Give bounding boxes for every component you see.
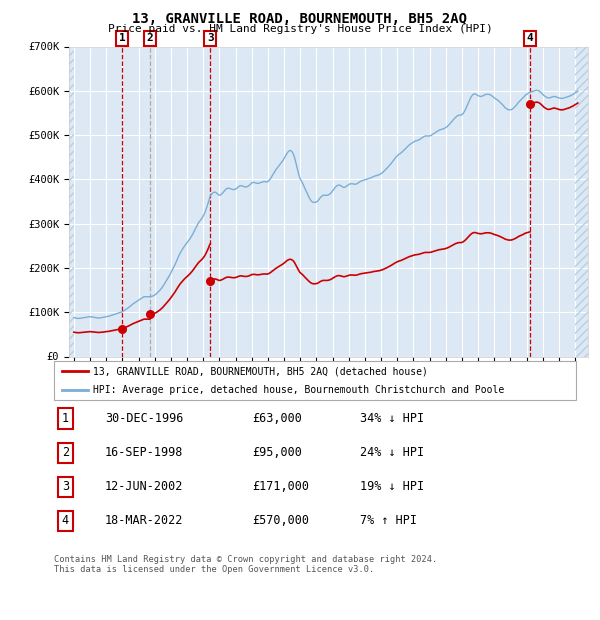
Text: 30-DEC-1996: 30-DEC-1996 [105, 412, 184, 425]
Text: 19% ↓ HPI: 19% ↓ HPI [360, 480, 424, 493]
Text: 2: 2 [146, 33, 154, 43]
Text: £63,000: £63,000 [252, 412, 302, 425]
Text: Price paid vs. HM Land Registry's House Price Index (HPI): Price paid vs. HM Land Registry's House … [107, 24, 493, 33]
Text: 18-MAR-2022: 18-MAR-2022 [105, 515, 184, 527]
Text: 2: 2 [62, 446, 69, 459]
Text: 7% ↑ HPI: 7% ↑ HPI [360, 515, 417, 527]
Text: 3: 3 [207, 33, 214, 43]
Text: £95,000: £95,000 [252, 446, 302, 459]
Text: 1: 1 [119, 33, 125, 43]
Text: 1: 1 [62, 412, 69, 425]
Text: 13, GRANVILLE ROAD, BOURNEMOUTH, BH5 2AQ: 13, GRANVILLE ROAD, BOURNEMOUTH, BH5 2AQ [133, 12, 467, 27]
Text: £171,000: £171,000 [252, 480, 309, 493]
Text: 24% ↓ HPI: 24% ↓ HPI [360, 446, 424, 459]
Text: 12-JUN-2002: 12-JUN-2002 [105, 480, 184, 493]
FancyBboxPatch shape [54, 361, 576, 400]
Text: 13, GRANVILLE ROAD, BOURNEMOUTH, BH5 2AQ (detached house): 13, GRANVILLE ROAD, BOURNEMOUTH, BH5 2AQ… [93, 366, 428, 376]
Text: £570,000: £570,000 [252, 515, 309, 527]
Text: Contains HM Land Registry data © Crown copyright and database right 2024.
This d: Contains HM Land Registry data © Crown c… [54, 555, 437, 574]
Text: 3: 3 [62, 480, 69, 493]
Text: 34% ↓ HPI: 34% ↓ HPI [360, 412, 424, 425]
Text: 16-SEP-1998: 16-SEP-1998 [105, 446, 184, 459]
Text: 4: 4 [527, 33, 533, 43]
Text: 4: 4 [62, 515, 69, 527]
Text: HPI: Average price, detached house, Bournemouth Christchurch and Poole: HPI: Average price, detached house, Bour… [93, 385, 505, 396]
